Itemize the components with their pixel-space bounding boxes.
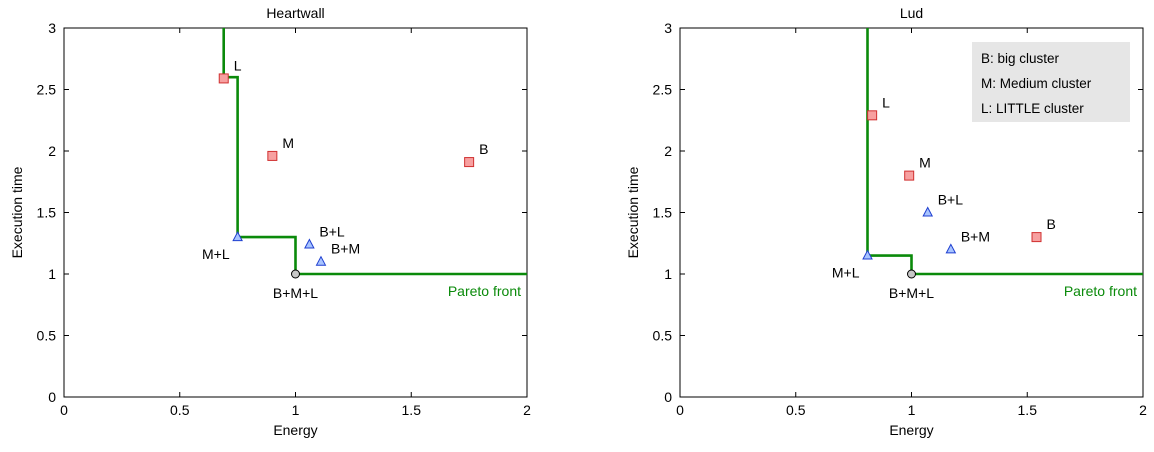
pareto-front-line (866, 28, 1143, 276)
x-tick-label: 1 (292, 402, 300, 418)
data-point-label: B+L (938, 192, 964, 208)
y-tick-label: 2.5 (37, 82, 57, 98)
y-axis-label: Execution time (625, 166, 641, 258)
data-point-triangle (922, 206, 934, 217)
chart-title: Heartwall (266, 5, 324, 21)
data-point-square (218, 73, 229, 84)
y-tick-label: 1 (664, 266, 672, 282)
chart-title: Lud (900, 5, 923, 21)
y-tick-label: 2.5 (653, 82, 673, 98)
data-point-square (267, 150, 278, 161)
x-tick-label: 0.5 (170, 402, 190, 418)
y-tick-label: 3 (48, 20, 56, 36)
data-point-label: B+L (319, 223, 345, 239)
y-tick-label: 2 (664, 143, 672, 159)
x-tick-label: 0 (676, 402, 684, 418)
x-axis-label: Energy (889, 422, 933, 438)
data-point-label: B+M+L (889, 285, 934, 301)
y-tick-label: 0.5 (653, 328, 673, 344)
pareto-front-label: Pareto front (1064, 283, 1137, 299)
plot-frame (63, 27, 528, 398)
x-axis-label: Energy (273, 422, 317, 438)
data-point-label: B+M (331, 241, 360, 257)
y-tick-label: 1 (48, 266, 56, 282)
data-point-label: M+L (832, 265, 860, 281)
x-tick-label: 2 (523, 402, 531, 418)
x-tick-label: 1.5 (402, 402, 422, 418)
data-point-circle (907, 269, 916, 279)
chart-panel-2: Lud 0 0.5 1 1.5 2 0 0.5 1 1.5 2 2.5 3 Energy Execution… (625, 5, 1147, 438)
y-tick-label: 2 (48, 143, 56, 159)
data-point-circle (291, 269, 300, 279)
data-point-square (904, 170, 915, 181)
legend-entry: B: big cluster (981, 51, 1060, 66)
data-point-label: L (882, 94, 890, 110)
legend-background (972, 42, 1130, 122)
legend-entry: M: Medium cluster (981, 76, 1092, 91)
data-point-triangle (945, 243, 957, 254)
data-point-label: B (1047, 216, 1056, 232)
legend-entry: L: LITTLE cluster (981, 101, 1084, 116)
x-tick-label: 0 (60, 402, 68, 418)
data-point-label: M (919, 155, 931, 171)
x-tick-label: 1.5 (1018, 402, 1038, 418)
data-point-square (867, 110, 878, 121)
data-point-label: B+M+L (273, 285, 318, 301)
data-point-label: M (282, 135, 294, 151)
y-tick-label: 0 (664, 389, 672, 405)
data-point-label: L (234, 57, 242, 73)
data-point-label: B (479, 141, 488, 157)
data-point-square (1031, 232, 1042, 243)
x-tick-label: 2 (1139, 402, 1147, 418)
data-point-triangle (862, 249, 873, 260)
y-tick-label: 0 (48, 389, 56, 405)
x-tick-label: 0.5 (786, 402, 806, 418)
y-axis-label: Execution time (9, 166, 25, 258)
data-point-triangle (232, 231, 243, 242)
legend-box: B: big cluster M: Medium cluster L: LITTLE… (972, 42, 1130, 122)
data-point-triangle (315, 255, 327, 266)
data-point-label: M+L (202, 246, 230, 262)
data-point-label: B+M (961, 228, 990, 244)
y-tick-label: 0.5 (37, 328, 57, 344)
x-tick-label: 1 (908, 402, 916, 418)
y-tick-label: 1.5 (653, 205, 673, 221)
data-point-triangle (304, 238, 315, 249)
y-tick-label: 3 (664, 20, 672, 36)
chart-panel-1: Heartwall 0 0.5 1 1.5 2 0 0.5 1 1.5 2 2.5 3 Energy Exe… (9, 5, 531, 438)
pareto-front-label: Pareto front (448, 283, 521, 299)
y-tick-label: 1.5 (37, 205, 57, 221)
data-point-square (464, 157, 475, 168)
